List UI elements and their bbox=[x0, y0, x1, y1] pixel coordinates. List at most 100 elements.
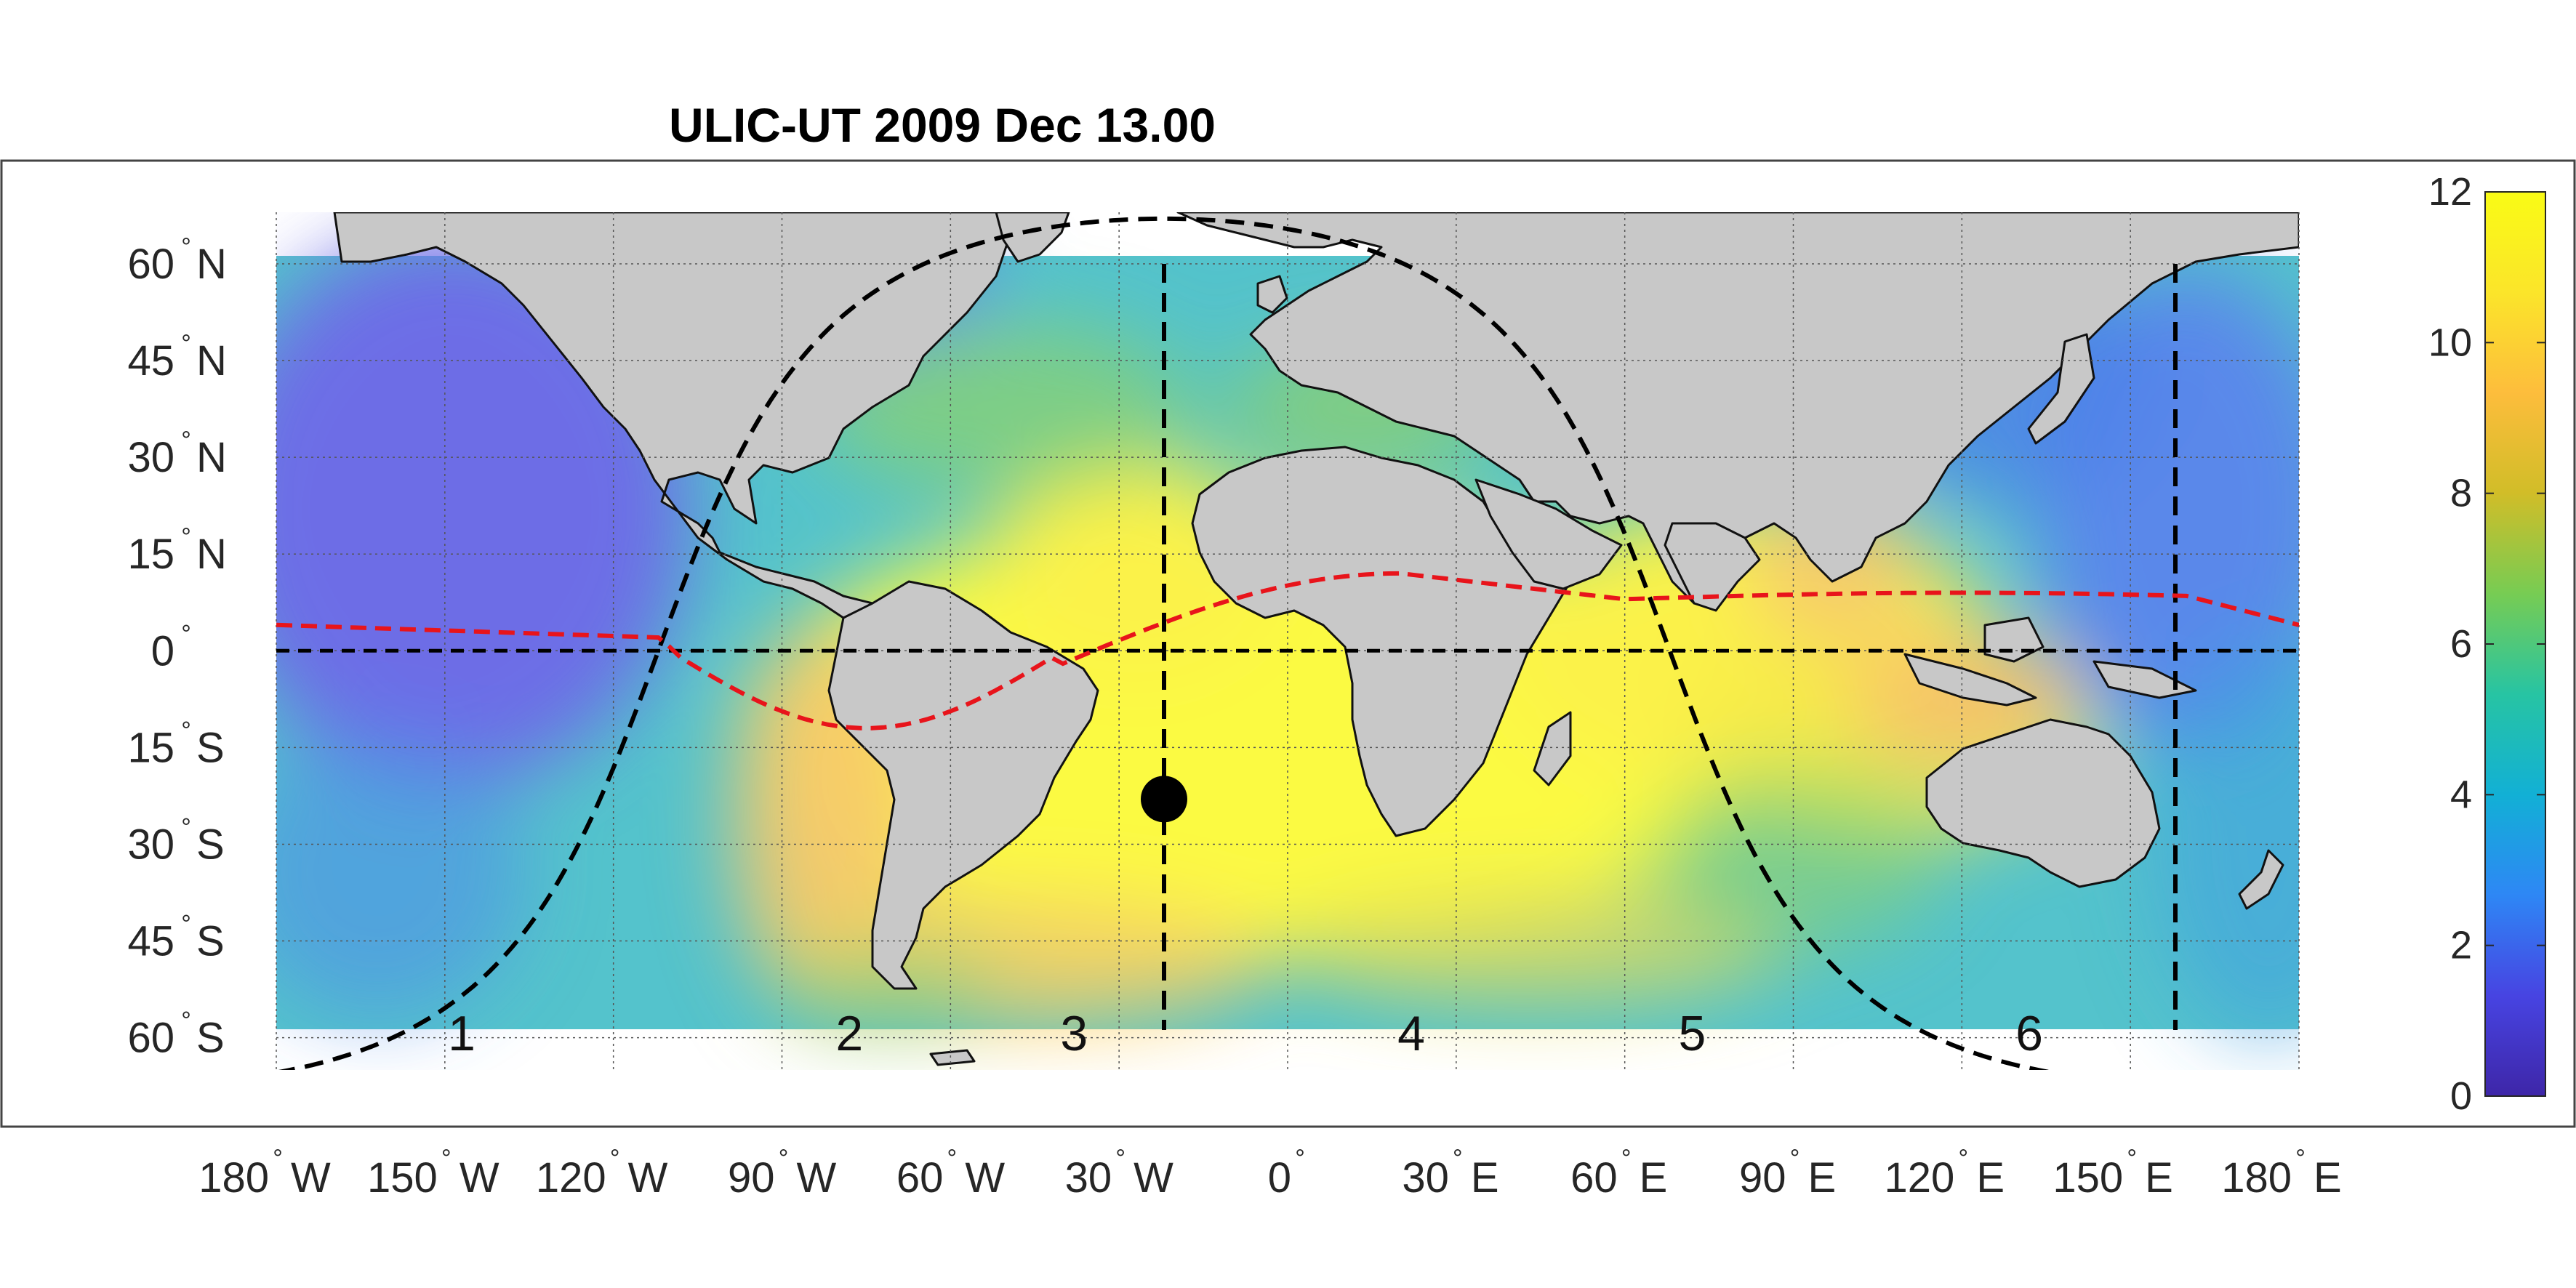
lat-hemisphere: N bbox=[196, 434, 227, 481]
lat-tick-value: 60 bbox=[127, 241, 174, 288]
lat-tick-value: 15 bbox=[127, 724, 174, 771]
colorbar-tick-label: 0 bbox=[2450, 1074, 2472, 1118]
lat-tick-label: 30 ° S bbox=[127, 813, 224, 868]
lon-tick-label: 90 ° W bbox=[728, 1145, 837, 1202]
lon-hemisphere: W bbox=[628, 1154, 668, 1202]
colorbar: 0 2 4 6 8 10 12 bbox=[2428, 170, 2546, 1118]
lon-tick-label: 60 ° W bbox=[896, 1145, 1006, 1202]
lat-tick-label: 15 ° N bbox=[127, 523, 226, 578]
lat-tick-label: 60 ° S bbox=[127, 1007, 224, 1062]
subsolar-point-marker bbox=[1140, 776, 1187, 823]
land-masses bbox=[333, 212, 2299, 1066]
lat-tick-value: 45 bbox=[127, 337, 174, 385]
land-india bbox=[1664, 522, 1761, 612]
degree-symbol: ° bbox=[1453, 1145, 1463, 1172]
land-greenland bbox=[995, 212, 1070, 263]
degree-symbol: ° bbox=[2295, 1145, 2306, 1172]
lon-hemisphere: W bbox=[965, 1154, 1005, 1202]
colorbar-tick-label: 2 bbox=[2450, 924, 2472, 967]
land-eurasia bbox=[1176, 212, 2299, 605]
lat-tick-value: 30 bbox=[127, 821, 174, 868]
lon-tick-value: 180 bbox=[2221, 1154, 2292, 1202]
figure-frame bbox=[0, 159, 2576, 1128]
degree-symbol: ° bbox=[1621, 1145, 1632, 1172]
lon-tick-value: 180 bbox=[198, 1154, 269, 1202]
land-madagascar bbox=[1533, 711, 1572, 786]
overlays bbox=[276, 216, 2299, 1070]
lon-tick-value: 90 bbox=[728, 1154, 775, 1202]
solar-terminator bbox=[278, 216, 2050, 1070]
degree-symbol: ° bbox=[2127, 1145, 2137, 1172]
degree-symbol: ° bbox=[1790, 1145, 1800, 1172]
lon-hemisphere: W bbox=[291, 1154, 331, 1202]
lon-hemisphere: E bbox=[2314, 1154, 2342, 1202]
degree-symbol: ° bbox=[947, 1145, 958, 1172]
lon-tick-label: 120 ° E bbox=[1885, 1145, 2005, 1202]
lat-hemisphere: S bbox=[196, 821, 225, 868]
degree-symbol: ° bbox=[181, 1007, 191, 1035]
land-indonesia bbox=[1903, 653, 2037, 707]
lon-tick-value: 30 bbox=[1402, 1154, 1449, 1202]
lat-tick-value: 15 bbox=[127, 531, 174, 578]
lon-tick-label: 150 ° E bbox=[2053, 1145, 2172, 1202]
zone-label: 4 bbox=[1397, 1006, 1425, 1061]
lat-tick-value: 45 bbox=[127, 918, 174, 965]
longitude-axis: 180 ° W 150 ° W 120 ° W 90 ° W 60 ° W 30 ° W 0 ° 30 ° E 60 ° E 90 °… bbox=[198, 1145, 2341, 1202]
lat-hemisphere: S bbox=[196, 918, 225, 965]
lon-tick-value: 90 bbox=[1739, 1154, 1786, 1202]
lon-hemisphere: E bbox=[1640, 1154, 1668, 1202]
degree-symbol: ° bbox=[181, 813, 191, 841]
lon-tick-value: 120 bbox=[1885, 1154, 1955, 1202]
lon-tick-label: 60 ° E bbox=[1570, 1145, 1667, 1202]
land-new-zealand bbox=[2238, 849, 2284, 910]
lon-hemisphere: E bbox=[2145, 1154, 2173, 1202]
lon-tick-label: 0 ° bbox=[1268, 1145, 1305, 1202]
lat-hemisphere: N bbox=[196, 337, 227, 385]
lat-tick-value: 30 bbox=[127, 434, 174, 481]
lon-tick-value: 150 bbox=[2053, 1154, 2123, 1202]
degree-symbol: ° bbox=[610, 1145, 620, 1172]
lon-hemisphere: W bbox=[460, 1154, 499, 1202]
lat-hemisphere: S bbox=[196, 724, 225, 771]
lat-hemisphere: N bbox=[196, 241, 227, 288]
lat-tick-value: 60 bbox=[127, 1015, 174, 1062]
colorbar-gradient bbox=[2484, 191, 2546, 1097]
land-north-america bbox=[333, 212, 1019, 627]
land-british-isles bbox=[1256, 275, 1288, 314]
lat-tick-label: 15 ° S bbox=[127, 717, 224, 771]
lon-tick-label: 180 ° W bbox=[198, 1145, 331, 1202]
lat-hemisphere: N bbox=[196, 531, 227, 578]
map-area bbox=[276, 212, 2299, 1066]
degree-symbol: ° bbox=[181, 523, 191, 551]
zone-label: 1 bbox=[448, 1006, 476, 1061]
land-new-guinea bbox=[2093, 660, 2197, 699]
lat-tick-label: 30 ° N bbox=[127, 427, 226, 481]
degree-symbol: ° bbox=[181, 717, 191, 744]
colorbar-ticks: 0 2 4 6 8 10 12 bbox=[2428, 170, 2545, 1118]
lon-tick-label: 30 ° E bbox=[1402, 1145, 1498, 1202]
lat-tick-label: 45 ° S bbox=[127, 911, 224, 965]
degree-symbol: ° bbox=[1115, 1145, 1126, 1172]
lon-tick-value: 60 bbox=[1570, 1154, 1618, 1202]
degree-symbol: ° bbox=[181, 427, 191, 454]
terminator-group bbox=[276, 216, 2299, 1070]
lon-hemisphere: W bbox=[797, 1154, 837, 1202]
lon-tick-label: 90 ° E bbox=[1739, 1145, 1836, 1202]
colorbar-tick-label: 4 bbox=[2450, 773, 2472, 816]
zone-label: 6 bbox=[2015, 1006, 2043, 1061]
zone-labels: 1 2 3 4 5 6 bbox=[448, 1006, 2043, 1061]
lat-tick-value: 0 bbox=[151, 627, 174, 675]
zone-label: 2 bbox=[835, 1006, 863, 1061]
lon-tick-value: 60 bbox=[896, 1154, 944, 1202]
land-africa bbox=[1191, 446, 1572, 837]
lon-tick-label: 180 ° E bbox=[2221, 1145, 2341, 1202]
lon-tick-label: 30 ° W bbox=[1065, 1145, 1174, 1202]
land-arabia bbox=[1474, 478, 1623, 590]
lon-tick-value: 0 bbox=[1268, 1154, 1291, 1202]
colorbar-tick-label: 10 bbox=[2428, 321, 2472, 364]
lon-tick-value: 30 bbox=[1065, 1154, 1112, 1202]
lon-tick-label: 120 ° W bbox=[536, 1145, 668, 1202]
degree-symbol: ° bbox=[181, 330, 191, 358]
colorbar-tick-label: 8 bbox=[2450, 472, 2472, 515]
lon-hemisphere: W bbox=[1133, 1154, 1173, 1202]
